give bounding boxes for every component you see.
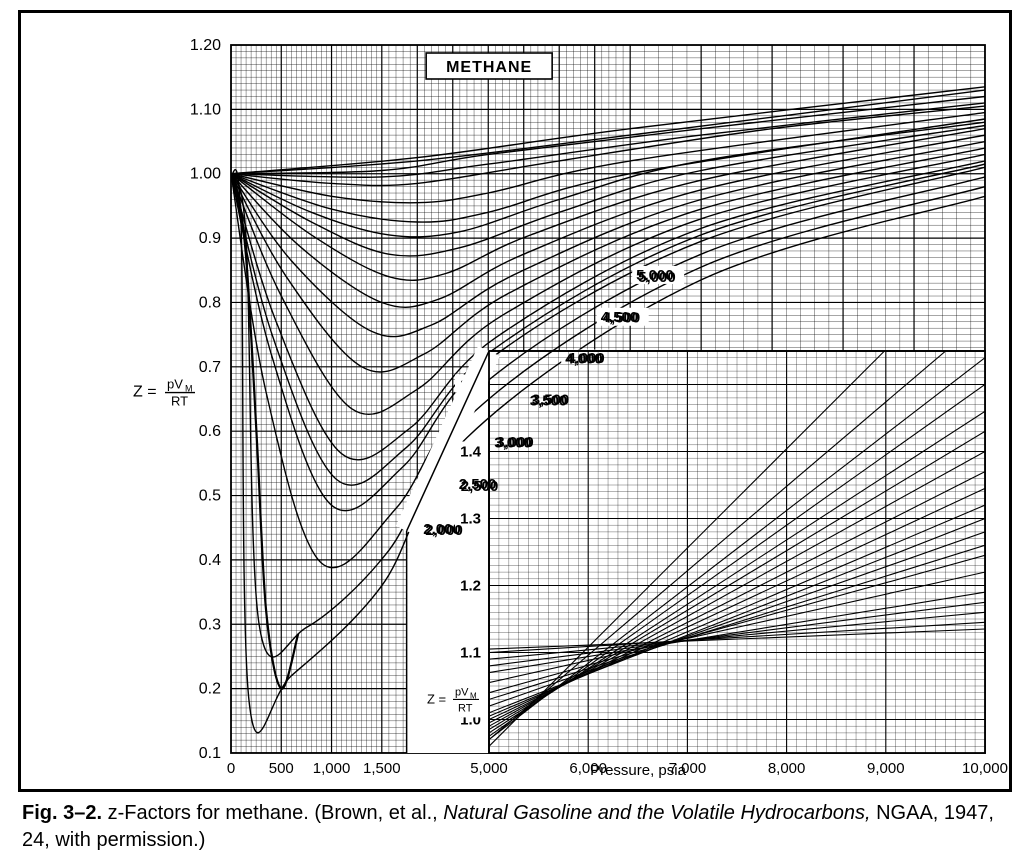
svg-text:0.2: 0.2	[199, 681, 221, 698]
figure-caption: Fig. 3–2. z-Factors for methane. (Brown,…	[18, 792, 1006, 854]
svg-text:0.7: 0.7	[199, 359, 221, 376]
svg-text:0: 0	[227, 760, 235, 777]
svg-text:5,000: 5,000	[470, 760, 508, 777]
svg-text:1.2: 1.2	[460, 578, 481, 595]
svg-text:1.1: 1.1	[460, 645, 481, 662]
svg-text:2,000: 2,000	[425, 522, 463, 539]
svg-text:0.6: 0.6	[199, 423, 221, 440]
svg-text:Z =: Z =	[133, 384, 157, 401]
svg-text:METHANE: METHANE	[446, 59, 532, 76]
svg-text:0.9: 0.9	[199, 230, 221, 247]
svg-text:1.20: 1.20	[190, 37, 221, 54]
svg-text:0.1: 0.1	[199, 745, 221, 762]
svg-text:RT: RT	[171, 394, 188, 409]
svg-text:0.3: 0.3	[199, 616, 221, 633]
svg-text:1.10: 1.10	[190, 101, 221, 118]
svg-text:pV: pV	[167, 377, 183, 392]
svg-text:10,000: 10,000	[962, 760, 1008, 777]
page: 0.1 0.2 0.3 0.4 0.5 0.6 0.7 0.8 0.9 1.00 1.10 1.20 0…	[0, 0, 1024, 856]
chart-frame: 0.1 0.2 0.3 0.4 0.5 0.6 0.7 0.8 0.9 1.00 1.10 1.20 0…	[18, 10, 1012, 792]
svg-text:1.4: 1.4	[460, 444, 482, 461]
svg-text:500: 500	[269, 760, 294, 777]
svg-text:9,000: 9,000	[867, 760, 905, 777]
svg-text:1.00: 1.00	[190, 166, 221, 183]
svg-text:0.8: 0.8	[199, 294, 221, 311]
svg-text:pV: pV	[455, 686, 469, 698]
svg-text:4,500: 4,500	[603, 310, 641, 327]
svg-text:1,000: 1,000	[313, 760, 351, 777]
caption-italic: Natural Gasoline and the Volatile Hydroc…	[443, 802, 870, 824]
svg-text:0.4: 0.4	[199, 552, 221, 569]
svg-text:1.3: 1.3	[460, 511, 481, 528]
svg-text:3,500: 3,500	[532, 391, 570, 408]
svg-text:0.5: 0.5	[199, 488, 221, 505]
svg-text:4,000: 4,000	[567, 350, 605, 367]
svg-text:RT: RT	[458, 702, 473, 714]
svg-text:3,000: 3,000	[496, 434, 534, 451]
svg-text:8,000: 8,000	[768, 760, 806, 777]
svg-text:2,500: 2,500	[461, 478, 499, 495]
caption-lead: Fig. 3–2.	[22, 802, 102, 824]
caption-body-1: z-Factors for methane. (Brown, et al.,	[102, 802, 443, 824]
chart-canvas: 0.1 0.2 0.3 0.4 0.5 0.6 0.7 0.8 0.9 1.00 1.10 1.20 0…	[21, 13, 1009, 789]
svg-text:5,000: 5,000	[638, 269, 676, 286]
svg-text:6,000: 6,000	[569, 760, 607, 777]
svg-text:7,000: 7,000	[669, 760, 707, 777]
svg-text:1,500: 1,500	[363, 760, 401, 777]
svg-text:Z =: Z =	[427, 691, 446, 706]
